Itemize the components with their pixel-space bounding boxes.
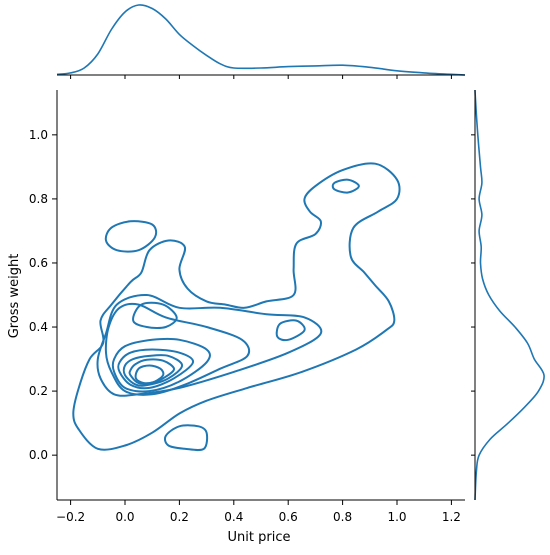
y-axis-label: Gross weight [7,254,22,339]
y-tick-label: 0.2 [29,384,48,398]
kde-contour-8 [132,301,178,330]
kde-contour-10 [117,348,195,390]
kde-contour-3 [164,424,209,452]
x-tick-label: −0.2 [56,510,85,524]
y-tick-label: 0.6 [29,256,48,270]
x-tick-label: 0.2 [170,510,189,524]
x-tick-label: 1.0 [387,510,406,524]
kde-contour-6 [331,178,360,194]
y-tick-label: 0.8 [29,192,48,206]
marginal-x-density-curve [56,4,466,76]
marginal-y-density-curve [474,89,545,501]
kde-contour-2 [104,220,158,253]
kde-contour-11 [122,354,184,387]
x-tick-label: 0.8 [333,510,352,524]
marginal-x-panel [56,4,466,79]
kde-contour-1 [72,162,401,451]
marginal-y-panel [471,89,545,501]
kde-contour-4 [96,293,323,397]
y-tick-label: 0.4 [29,320,48,334]
kde-contour-7 [104,302,251,396]
kde-contour-5 [275,319,306,342]
y-tick-label: 0.0 [29,448,48,462]
x-tick-label: 0.0 [115,510,134,524]
x-axis-label: Unit price [228,530,291,545]
y-tick-label: 1.0 [29,128,48,142]
kde-contour-13 [134,364,165,385]
joint-plot-panel: −0.2 0.0 0.2 0.4 0.6 0.8 1.0 1.2 0.0 0.2 0.4 0.6 0.8… [29,90,465,524]
x-tick-label: 1.2 [442,510,461,524]
kde-contour-9 [111,337,211,393]
x-tick-label: 0.4 [224,510,243,524]
x-tick-label: 0.6 [279,510,298,524]
